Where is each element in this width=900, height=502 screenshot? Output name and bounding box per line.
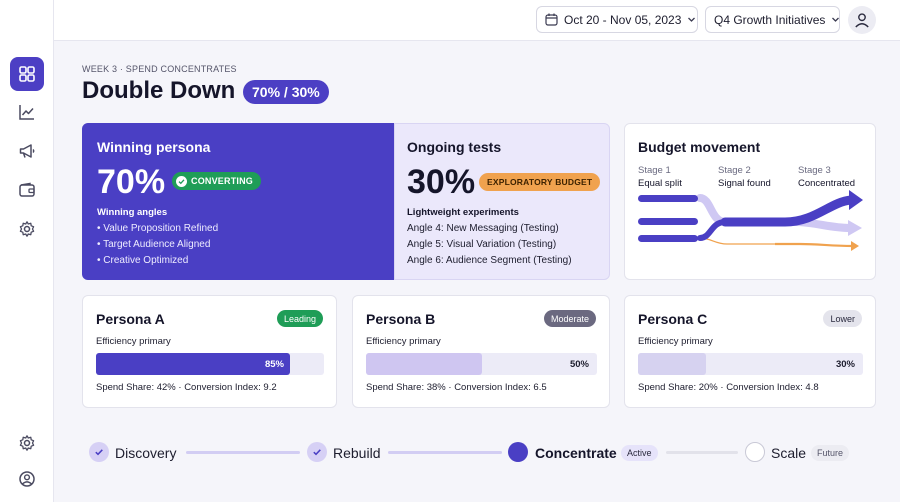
metric-label: Efficiency primary: [96, 336, 171, 347]
persona-stats: Spend Share: 20% · Conversion Index: 4.8: [638, 382, 819, 393]
card-title: Winning persona: [97, 139, 211, 155]
budget-flow-diagram: [638, 190, 863, 251]
list-item: Angle 4: New Messaging (Testing): [407, 223, 559, 234]
user-icon[interactable]: [10, 462, 44, 496]
winning-value: 70%: [97, 163, 166, 201]
step-scale[interactable]: Scale: [771, 445, 807, 461]
page-eyebrow: WEEK 3 · SPEND CONCENTRATES: [82, 64, 237, 74]
persona-name: Persona B: [366, 311, 436, 327]
status-badge: Moderate: [543, 310, 596, 327]
split-badge: 70% / 30%: [243, 80, 329, 104]
card-subtitle: Winning angles: [97, 207, 168, 218]
sidebar: [0, 0, 54, 502]
analytics-icon[interactable]: [10, 95, 44, 129]
efficiency-fill: [366, 353, 482, 375]
list-item: Angle 5: Visual Variation (Testing): [407, 239, 557, 250]
stage-name: Stage 1: [638, 165, 671, 176]
check-icon: [176, 175, 187, 187]
settings-icon[interactable]: [10, 426, 44, 460]
persona-stats: Spend Share: 42% · Conversion Index: 9.2: [96, 382, 277, 393]
stage-name: Stage 2: [718, 165, 751, 176]
step-discovery[interactable]: Discovery: [115, 445, 177, 461]
metric-label: Efficiency primary: [366, 336, 441, 347]
metric-label: Efficiency primary: [638, 336, 713, 347]
initiative-label: Q4 Growth Initiatives: [714, 12, 826, 27]
active-badge: Active: [621, 445, 658, 461]
stage-1: Stage 1 Equal split: [638, 164, 682, 190]
efficiency-value: 85%: [264, 359, 284, 370]
status-badge: Lower: [823, 310, 862, 327]
efficiency-bar: 85%: [96, 353, 324, 375]
top-bar: Oct 20 - Nov 05, 2023 Q4 Growth Initiati…: [54, 0, 900, 41]
initiative-select[interactable]: Q4 Growth Initiatives: [705, 6, 840, 33]
status-badge: Leading: [276, 310, 323, 327]
chevron-down-icon: [832, 17, 840, 22]
efficiency-bar: 50%: [366, 353, 597, 375]
persona-name: Persona C: [638, 311, 708, 327]
list-item: Angle 6: Audience Segment (Testing): [407, 255, 572, 266]
check-icon: [89, 442, 109, 462]
winning-persona-card: Winning persona 70% CONVERTING Winning a…: [82, 123, 394, 280]
settings-icon[interactable]: [10, 212, 44, 246]
list-item: • Creative Optimized: [97, 255, 189, 266]
experiment-list: Angle 4: New Messaging (Testing) Angle 5…: [407, 221, 572, 269]
efficiency-value: 50%: [569, 359, 589, 370]
persona-stats: Spend Share: 38% · Conversion Index: 6.5: [366, 382, 547, 393]
stage-desc: Equal split: [638, 178, 682, 189]
future-badge: Future: [811, 445, 850, 461]
status-badge: CONVERTING: [172, 172, 262, 190]
efficiency-value: 30%: [835, 359, 855, 370]
angle-list: • Value Proposition Refined • Target Aud…: [97, 221, 218, 269]
stage-desc: Concentrated: [798, 178, 856, 189]
stage-3: Stage 3 Concentrated: [798, 164, 855, 190]
avatar[interactable]: [848, 6, 876, 34]
megaphone-icon[interactable]: [10, 134, 44, 168]
chevron-down-icon: [688, 17, 696, 22]
calendar-icon: [545, 13, 558, 26]
active-step-icon: [508, 442, 528, 462]
dashboard-icon[interactable]: [10, 57, 44, 91]
card-title: Budget movement: [638, 139, 761, 155]
status-label: CONVERTING: [191, 176, 254, 186]
pending-step-icon: [745, 442, 765, 462]
efficiency-bar: 30%: [638, 353, 863, 375]
card-subtitle: Lightweight experiments: [407, 207, 519, 218]
budget-movement-card: Budget movement Stage 1 Equal split Stag…: [624, 123, 876, 280]
persona-card-b[interactable]: Persona B Moderate Efficiency primary 50…: [352, 295, 610, 408]
user-icon: [855, 13, 869, 28]
persona-card-a[interactable]: Persona A Leading Efficiency primary 85%…: [82, 295, 337, 408]
persona-name: Persona A: [96, 311, 165, 327]
step-concentrate[interactable]: Concentrate: [535, 445, 617, 461]
date-range-label: Oct 20 - Nov 05, 2023: [564, 12, 682, 27]
list-item: • Target Audience Aligned: [97, 239, 211, 250]
date-range-select[interactable]: Oct 20 - Nov 05, 2023: [536, 6, 698, 33]
list-item: • Value Proposition Refined: [97, 223, 219, 234]
efficiency-fill: [638, 353, 706, 375]
efficiency-fill: [96, 353, 290, 375]
budget-badge: EXPLORATORY BUDGET: [479, 173, 601, 191]
ongoing-tests-card: Ongoing tests 30% EXPLORATORY BUDGET Lig…: [394, 123, 610, 280]
tests-value: 30%: [407, 163, 476, 201]
card-title: Ongoing tests: [407, 139, 502, 155]
step-connector: [186, 451, 300, 454]
step-rebuild[interactable]: Rebuild: [333, 445, 381, 461]
stage-name: Stage 3: [798, 165, 831, 176]
stage-2: Stage 2 Signal found: [718, 164, 771, 190]
wallet-icon[interactable]: [10, 173, 44, 207]
persona-card-c[interactable]: Persona C Lower Efficiency primary 30% S…: [624, 295, 876, 408]
step-connector: [666, 451, 738, 454]
check-icon: [307, 442, 327, 462]
stage-desc: Signal found: [718, 178, 771, 189]
step-connector: [388, 451, 502, 454]
page-title: Double Down: [82, 77, 236, 104]
